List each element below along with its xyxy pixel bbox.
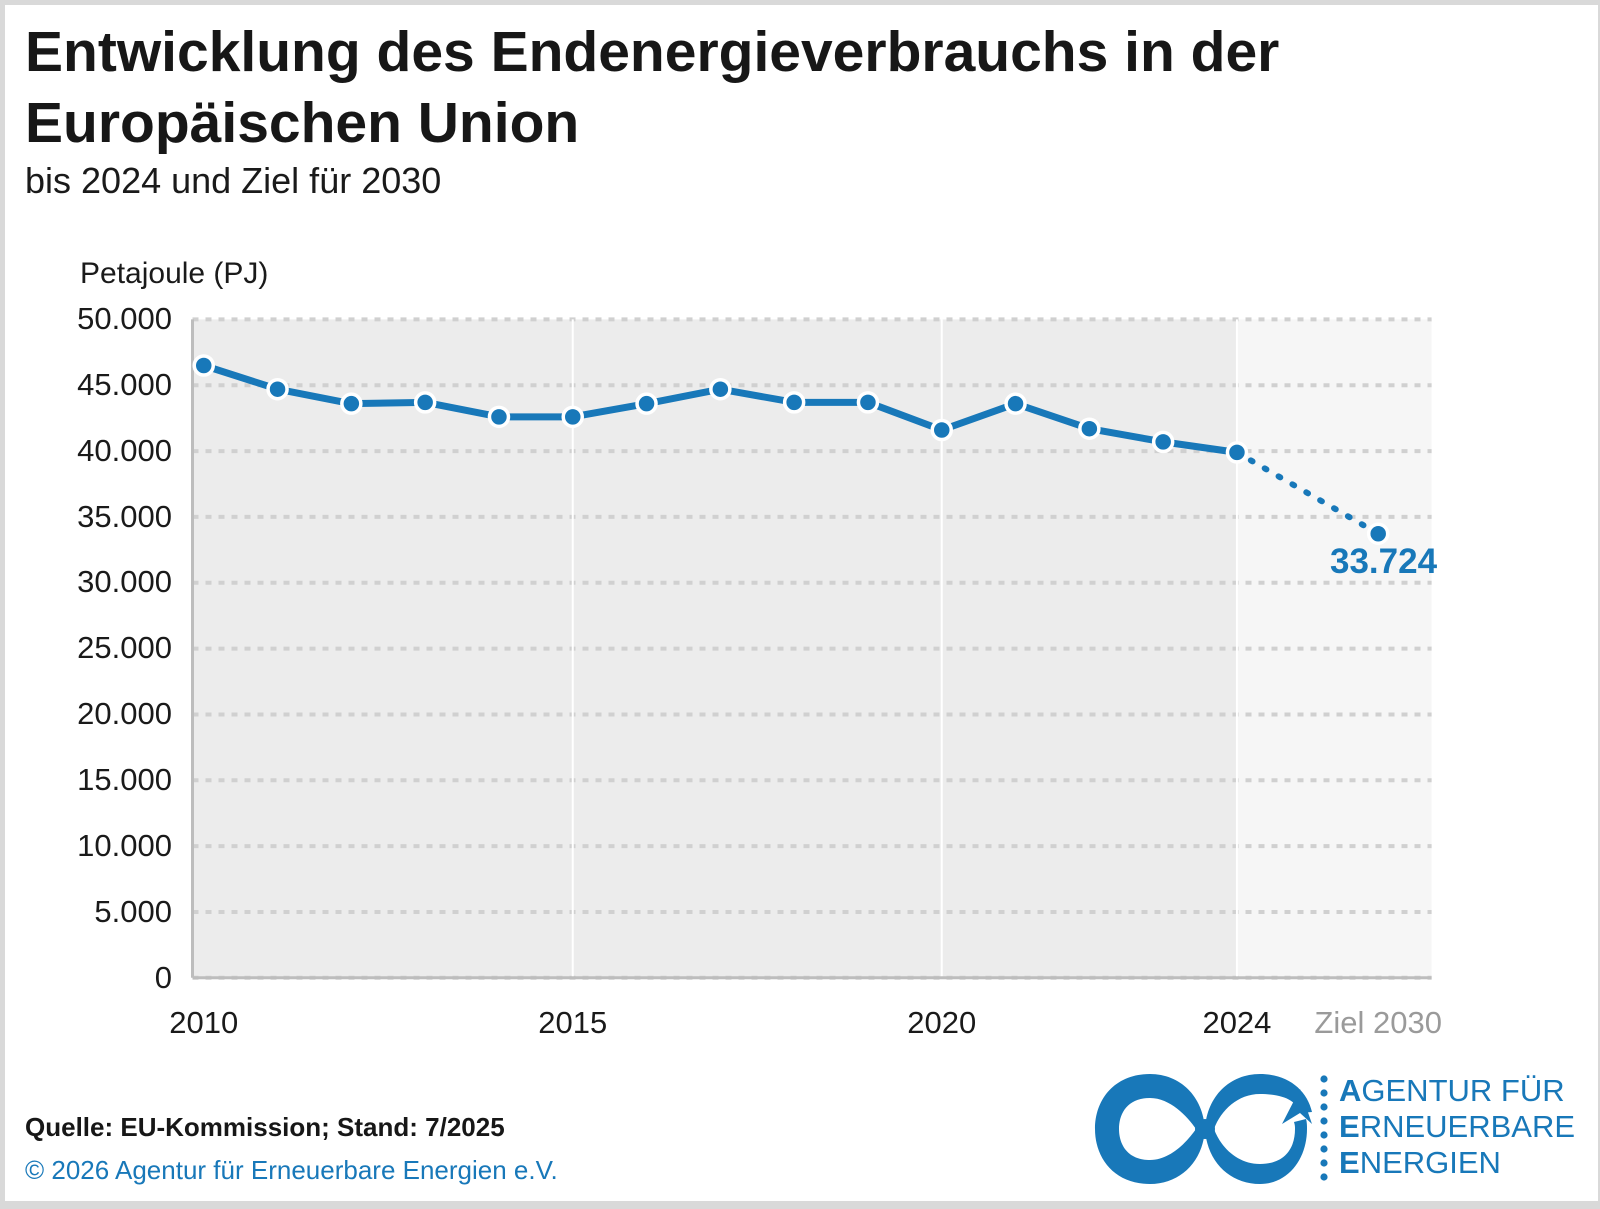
svg-text:ENERGIEN: ENERGIEN bbox=[1339, 1145, 1501, 1180]
svg-text:ERNEUERBARE: ERNEUERBARE bbox=[1339, 1109, 1575, 1144]
svg-text:AGENTUR FÜR: AGENTUR FÜR bbox=[1339, 1073, 1565, 1108]
